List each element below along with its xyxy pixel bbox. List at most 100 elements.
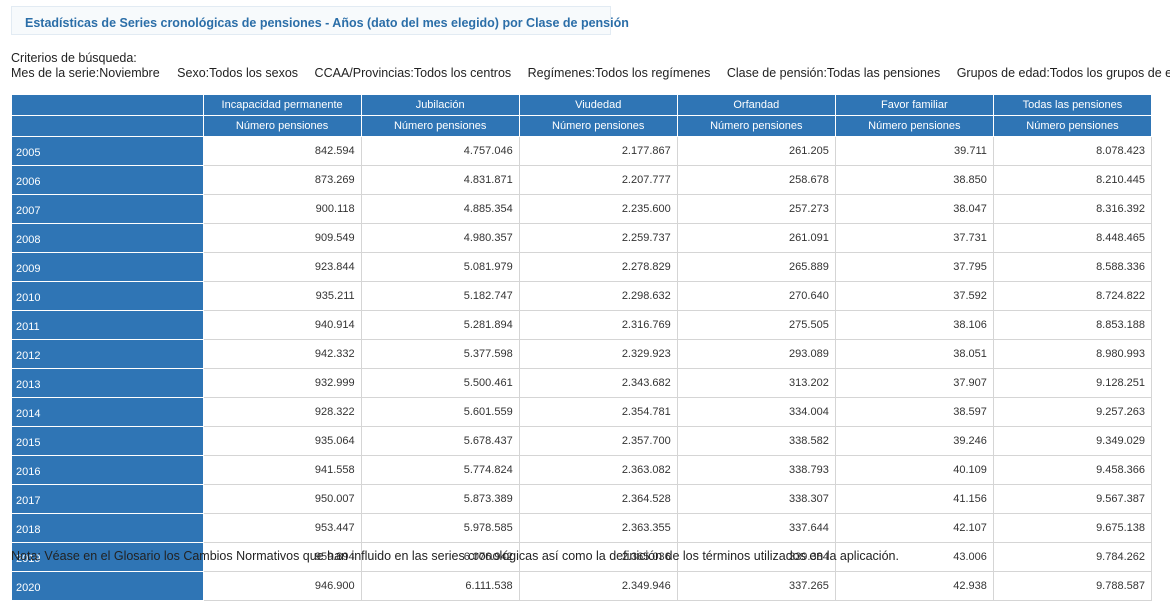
- column-header: Incapacidad permanente: [202, 94, 362, 116]
- table-row: 2007 900.118 4.885.354 2.235.600 257.273 38.0…: [11, 194, 1153, 224]
- table-cell: 932.999: [202, 368, 362, 398]
- table-cell: 8.078.423: [992, 136, 1153, 166]
- table-cell: 5.182.747: [360, 281, 520, 311]
- row-year: 2006: [11, 165, 204, 195]
- criteria-list: Mes de la serie:Noviembre Sexo:Todos los…: [11, 66, 1170, 80]
- column-subheader: Número pensiones: [518, 115, 678, 137]
- row-year: 2010: [11, 281, 204, 311]
- table-cell: 39.711: [834, 136, 994, 166]
- table-row: 2010 935.211 5.182.747 2.298.632 270.640 37.5…: [11, 281, 1153, 311]
- report-title-box: Estadísticas de Series cronológicas de p…: [11, 6, 629, 35]
- table-cell: 900.118: [202, 194, 362, 224]
- table-cell: 338.582: [676, 426, 836, 456]
- column-header: Todas las pensiones: [992, 94, 1153, 116]
- table-cell: 8.724.822: [992, 281, 1153, 311]
- table-cell: 5.774.824: [360, 455, 520, 485]
- table-cell: 5.601.559: [360, 397, 520, 427]
- criteria-sex: Sexo:Todos los sexos: [177, 66, 299, 80]
- column-subheader: Número pensiones: [360, 115, 520, 137]
- table-cell: 338.307: [676, 484, 836, 514]
- table-cell: 953.447: [202, 513, 362, 543]
- table-cell: 8.316.392: [992, 194, 1153, 224]
- table-cell: 39.246: [834, 426, 994, 456]
- table-cell: 9.788.587: [992, 571, 1153, 601]
- table-cell: 873.269: [202, 165, 362, 195]
- table-cell: 261.091: [676, 223, 836, 253]
- table-cell: 42.938: [834, 571, 994, 601]
- table-cell: 4.757.046: [360, 136, 520, 166]
- table-cell: 2.278.829: [518, 252, 678, 282]
- table-row: 2008 909.549 4.980.357 2.259.737 261.091 37.7…: [11, 223, 1153, 253]
- table-cell: 4.980.357: [360, 223, 520, 253]
- table-cell: 337.644: [676, 513, 836, 543]
- table-cell: 946.900: [202, 571, 362, 601]
- table-cell: 4.885.354: [360, 194, 520, 224]
- criteria-age-group: Grupos de edad:Todos los grupos de edad: [956, 66, 1170, 80]
- table-cell: 2.329.923: [518, 339, 678, 369]
- table-cell: 2.298.632: [518, 281, 678, 311]
- table-cell: 313.202: [676, 368, 836, 398]
- column-subheader: Número pensiones: [992, 115, 1153, 137]
- criteria-heading: Criterios de búsqueda:: [11, 51, 137, 65]
- table-cell: 40.109: [834, 455, 994, 485]
- table-cell: 8.588.336: [992, 252, 1153, 282]
- table-cell: 2.316.769: [518, 310, 678, 340]
- table-cell: 9.675.138: [992, 513, 1153, 543]
- table-cell: 842.594: [202, 136, 362, 166]
- criteria-region: CCAA/Provincias:Todos los centros: [314, 66, 512, 80]
- table-cell: 42.107: [834, 513, 994, 543]
- table-cell: 2.363.355: [518, 513, 678, 543]
- row-year: 2015: [11, 426, 204, 456]
- row-year: 2007: [11, 194, 204, 224]
- column-subheader: Número pensiones: [202, 115, 362, 137]
- column-subheader: Número pensiones: [676, 115, 836, 137]
- column-subheader: Número pensiones: [834, 115, 994, 137]
- header-corner: [11, 94, 204, 116]
- table-row: 2014 928.322 5.601.559 2.354.781 334.004 38.5…: [11, 397, 1153, 427]
- row-year: 2009: [11, 252, 204, 282]
- table-cell: 37.592: [834, 281, 994, 311]
- table-cell: 935.211: [202, 281, 362, 311]
- table-cell: 38.051: [834, 339, 994, 369]
- table-cell: 2.363.082: [518, 455, 678, 485]
- table-row: 2017 950.007 5.873.389 2.364.528 338.307 41.1…: [11, 484, 1153, 514]
- table-cell: 2.259.737: [518, 223, 678, 253]
- table-cell: 5.377.598: [360, 339, 520, 369]
- column-header-row: Incapacidad permanente Jubilación Viuded…: [11, 94, 1153, 116]
- table-row: 2013 932.999 5.500.461 2.343.682 313.202 37.9…: [11, 368, 1153, 398]
- table-cell: 38.850: [834, 165, 994, 195]
- search-criteria: Criterios de búsqueda: Mes de la serie:N…: [11, 51, 1170, 80]
- row-year: 2013: [11, 368, 204, 398]
- table-cell: 935.064: [202, 426, 362, 456]
- table-cell: 941.558: [202, 455, 362, 485]
- table-cell: 2.354.781: [518, 397, 678, 427]
- table-cell: 9.128.251: [992, 368, 1153, 398]
- table-cell: 257.273: [676, 194, 836, 224]
- table-cell: 923.844: [202, 252, 362, 282]
- table-cell: 950.007: [202, 484, 362, 514]
- row-year: 2017: [11, 484, 204, 514]
- table-cell: 38.106: [834, 310, 994, 340]
- row-year: 2020: [11, 571, 204, 601]
- table-row: 2012 942.332 5.377.598 2.329.923 293.089 38.0…: [11, 339, 1153, 369]
- table-cell: 2.357.700: [518, 426, 678, 456]
- table-row: 2015 935.064 5.678.437 2.357.700 338.582 39.2…: [11, 426, 1153, 456]
- column-header: Orfandad: [676, 94, 836, 116]
- table-cell: 258.678: [676, 165, 836, 195]
- table-cell: 9.349.029: [992, 426, 1153, 456]
- table-cell: 293.089: [676, 339, 836, 369]
- row-year: 2012: [11, 339, 204, 369]
- table-cell: 5.500.461: [360, 368, 520, 398]
- table-cell: 5.081.979: [360, 252, 520, 282]
- table-cell: 270.640: [676, 281, 836, 311]
- column-header: Viudedad: [518, 94, 678, 116]
- table-cell: 261.205: [676, 136, 836, 166]
- table-cell: 4.831.871: [360, 165, 520, 195]
- subheader-row: Número pensiones Número pensiones Número…: [11, 115, 1153, 137]
- table-row: 2016 941.558 5.774.824 2.363.082 338.793 40.1…: [11, 455, 1153, 485]
- table-cell: 5.873.389: [360, 484, 520, 514]
- table-cell: 928.322: [202, 397, 362, 427]
- table-cell: 9.784.262: [992, 542, 1153, 572]
- table-cell: 337.265: [676, 571, 836, 601]
- table-cell: 338.793: [676, 455, 836, 485]
